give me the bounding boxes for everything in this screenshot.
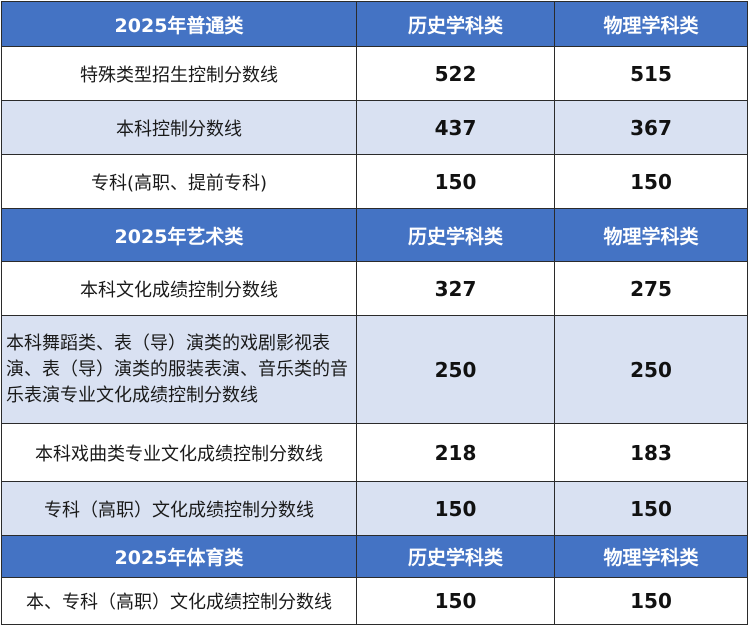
row-label: 专科(高职、提前专科) bbox=[1, 154, 357, 209]
history-score: 150 bbox=[356, 481, 555, 536]
physics-score: 150 bbox=[554, 577, 748, 625]
section-header-general: 2025年普通类 历史学科类 物理学科类 bbox=[1, 1, 748, 47]
physics-score: 183 bbox=[554, 423, 748, 482]
physics-score: 150 bbox=[554, 154, 748, 209]
table-row: 专科（高职）文化成绩控制分数线 150 150 bbox=[1, 481, 748, 536]
physics-score: 150 bbox=[554, 481, 748, 536]
physics-score: 367 bbox=[554, 100, 748, 155]
column-header-physics: 物理学科类 bbox=[554, 1, 748, 47]
history-score: 218 bbox=[356, 423, 555, 482]
history-score: 437 bbox=[356, 100, 555, 155]
row-label: 本科戏曲类专业文化成绩控制分数线 bbox=[1, 423, 357, 482]
section-title: 2025年体育类 bbox=[1, 535, 357, 578]
table-row: 本科舞蹈类、表（导）演类的戏剧影视表演、表（导）演类的服装表演、音乐类的音乐表演… bbox=[1, 315, 748, 424]
table-row: 本科戏曲类专业文化成绩控制分数线 218 183 bbox=[1, 423, 748, 482]
table-row: 特殊类型招生控制分数线 522 515 bbox=[1, 46, 748, 101]
column-header-history: 历史学科类 bbox=[356, 208, 555, 262]
row-label: 本科控制分数线 bbox=[1, 100, 357, 155]
history-score: 150 bbox=[356, 577, 555, 625]
section-header-arts: 2025年艺术类 历史学科类 物理学科类 bbox=[1, 208, 748, 262]
history-score: 250 bbox=[356, 315, 555, 424]
table-row: 本科控制分数线 437 367 bbox=[1, 100, 748, 155]
section-title: 2025年普通类 bbox=[1, 1, 357, 47]
column-header-history: 历史学科类 bbox=[356, 535, 555, 578]
row-label: 特殊类型招生控制分数线 bbox=[1, 46, 357, 101]
column-header-history: 历史学科类 bbox=[356, 1, 555, 47]
column-header-physics: 物理学科类 bbox=[554, 535, 748, 578]
physics-score: 275 bbox=[554, 261, 748, 316]
section-title: 2025年艺术类 bbox=[1, 208, 357, 262]
row-label: 本、专科（高职）文化成绩控制分数线 bbox=[1, 577, 357, 625]
table-row: 本科文化成绩控制分数线 327 275 bbox=[1, 261, 748, 316]
row-label: 专科（高职）文化成绩控制分数线 bbox=[1, 481, 357, 536]
column-header-physics: 物理学科类 bbox=[554, 208, 748, 262]
history-score: 327 bbox=[356, 261, 555, 316]
row-label: 本科文化成绩控制分数线 bbox=[1, 261, 357, 316]
history-score: 522 bbox=[356, 46, 555, 101]
table-row: 专科(高职、提前专科) 150 150 bbox=[1, 154, 748, 209]
physics-score: 515 bbox=[554, 46, 748, 101]
history-score: 150 bbox=[356, 154, 555, 209]
row-label: 本科舞蹈类、表（导）演类的戏剧影视表演、表（导）演类的服装表演、音乐类的音乐表演… bbox=[1, 315, 357, 424]
table-row: 本、专科（高职）文化成绩控制分数线 150 150 bbox=[1, 577, 748, 625]
physics-score: 250 bbox=[554, 315, 748, 424]
section-header-sports: 2025年体育类 历史学科类 物理学科类 bbox=[1, 535, 748, 578]
